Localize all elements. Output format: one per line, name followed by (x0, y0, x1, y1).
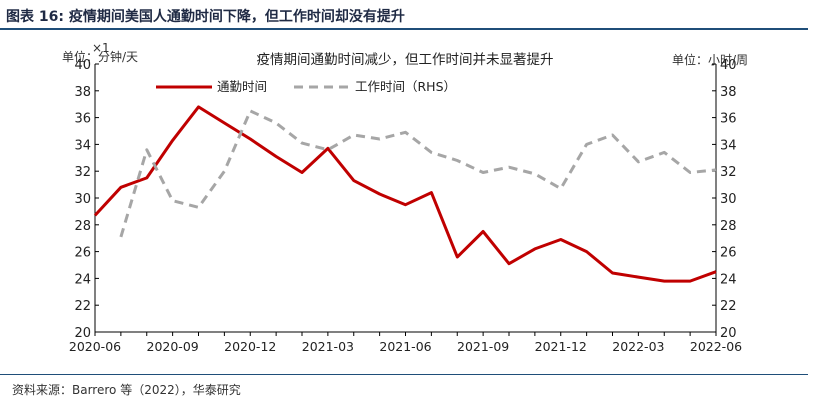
left-y-tick-label: 20 (74, 326, 91, 341)
left-y-tick-label: 28 (74, 219, 91, 234)
right-y-tick-label: 24 (720, 272, 737, 287)
x-tick-label: 2020-06 (69, 339, 121, 354)
right-axis-unit: 单位：小时/周 (672, 52, 748, 67)
left-y-tick-label: 30 (74, 192, 91, 207)
right-y-tick-label: 30 (720, 192, 737, 207)
figure-title: 图表 16: 疫情期间美国人通勤时间下降，但工作时间却没有提升 (6, 9, 405, 25)
x-tick-label: 2021-12 (535, 339, 587, 354)
right-y-tick-label: 22 (720, 299, 737, 314)
right-y-tick-label: 36 (720, 112, 737, 127)
left-axis-multiplier: ×1 (92, 41, 110, 55)
right-y-tick-label: 34 (720, 138, 737, 153)
x-tick-label: 2020-09 (147, 339, 199, 354)
left-y-tick-label: 26 (74, 246, 91, 261)
legend-label-commute: 通勤时间 (217, 79, 267, 94)
x-tick-label: 2021-06 (379, 339, 431, 354)
right-y-tick-label: 38 (720, 85, 737, 100)
chart-axes: 20 22 24 26 28 30 32 34 36 38 40 20 22 24 26 28 30 32 34 36… (69, 58, 742, 354)
right-y-tick-label: 20 (720, 326, 737, 341)
right-y-tick-label: 26 (720, 246, 737, 261)
right-y-tick-label: 32 (720, 165, 737, 180)
x-tick-label: 2021-09 (457, 339, 509, 354)
series-line-work (119, 109, 717, 238)
left-y-tick-label: 40 (74, 58, 91, 73)
header-rule (0, 28, 808, 30)
x-tick-label: 2021-03 (302, 339, 354, 354)
left-y-tick-label: 32 (74, 165, 91, 180)
left-y-tick-label: 34 (74, 138, 91, 153)
left-y-tick-label: 24 (74, 272, 91, 287)
right-y-tick-label: 28 (720, 219, 737, 234)
legend-label-work: 工作时间（RHS） (355, 79, 456, 94)
x-tick-label: 2022-03 (612, 339, 664, 354)
x-tick-label: 2020-12 (224, 339, 276, 354)
chart-series (93, 105, 717, 283)
right-y-tick-label: 40 (720, 58, 737, 73)
source-note: 资料来源：Barrero 等（2022），华泰研究 (12, 383, 241, 397)
figure-header: 图表 16: 疫情期间美国人通勤时间下降，但工作时间却没有提升 (0, 0, 818, 30)
left-y-tick-label: 36 (74, 112, 91, 127)
left-axis-unit: 单位：分钟/天 (62, 49, 138, 64)
x-tick-label: 2022-06 (690, 339, 742, 354)
line-chart: ×1 单位：分钟/天 疫情期间通勤时间减少，但工作时间并未显著提升 单位：小时/… (62, 41, 748, 354)
left-y-tick-label: 38 (74, 85, 91, 100)
chart-title: 疫情期间通勤时间减少，但工作时间并未显著提升 (257, 52, 554, 68)
left-y-tick-label: 22 (74, 299, 91, 314)
chart-legend: 通勤时间 工作时间（RHS） (156, 79, 456, 94)
footer-rule (0, 374, 808, 375)
